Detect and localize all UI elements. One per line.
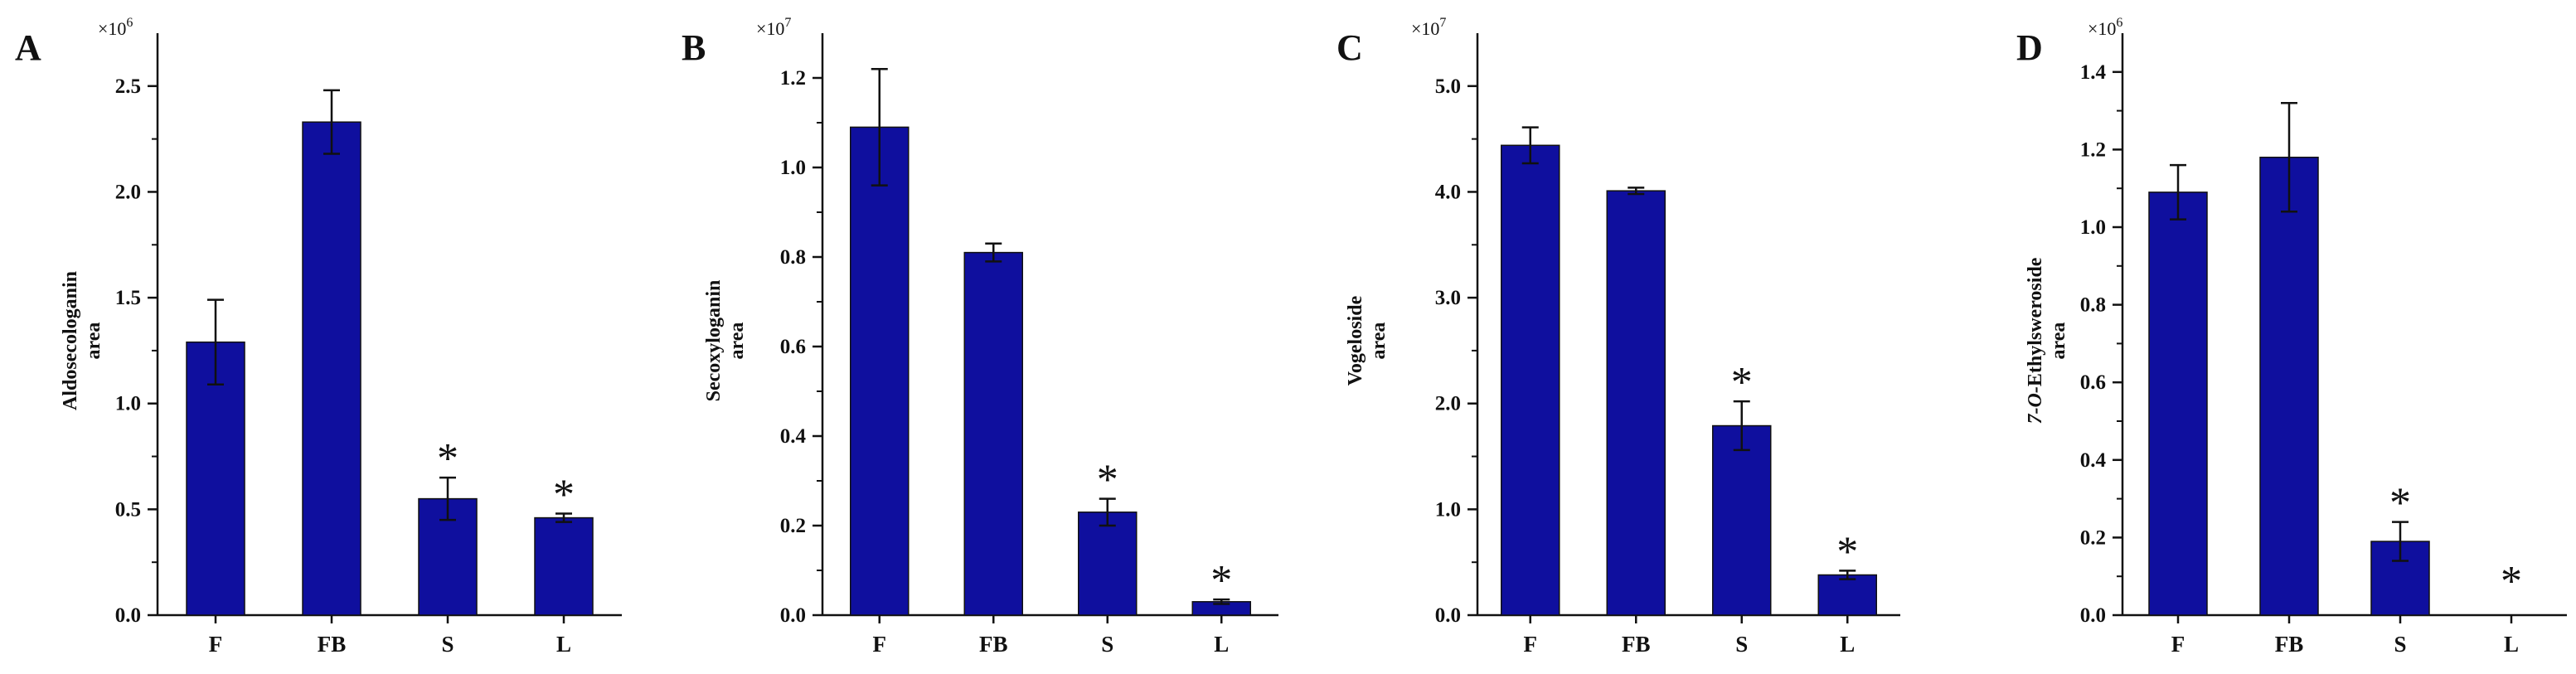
panel-b: B ×107 Secoxyloganin area 0.0 0.2 0.4 0.6 0.8 1.0…: [682, 16, 1278, 657]
bar-f: [186, 341, 245, 616]
y-tick-label: 0.0: [2080, 604, 2106, 627]
x-tick-label: F: [1524, 632, 1538, 657]
x-tick-label: S: [1735, 632, 1748, 657]
y-tick-label: 1.5: [115, 287, 141, 309]
x-tick-label: S: [2394, 632, 2406, 657]
bar-f: [850, 126, 910, 616]
y-tick-label: 0.8: [2080, 294, 2106, 317]
axis-multiplier-exponent: 7: [1439, 16, 1446, 30]
axis-multiplier: ×106: [2088, 16, 2122, 39]
y-tick-label: 1.0: [2080, 216, 2106, 239]
x-tick-label: F: [873, 632, 887, 657]
bar-f: [2148, 192, 2208, 616]
y-tick-label: 0.8: [780, 246, 806, 269]
y-tick-label: 1.0: [115, 393, 141, 415]
y-tick-label: 0.4: [2080, 449, 2107, 472]
bar-fb: [302, 121, 361, 616]
bar-f: [1501, 144, 1560, 616]
y-tick-label: 2.0: [115, 181, 141, 203]
x-tick-label: S: [1101, 632, 1113, 657]
y-tick-label: 0.2: [2080, 526, 2106, 549]
x-tick-label: FB: [2275, 632, 2304, 657]
y-axis-unit: area: [83, 322, 104, 360]
x-tick-label: F: [2171, 632, 2185, 657]
y-tick-label: 4.0: [1435, 181, 1461, 203]
panel-letter: C: [1337, 27, 1363, 68]
bar-l: [534, 516, 594, 616]
axis-multiplier-exponent: 7: [784, 16, 791, 30]
y-tick-label: 1.2: [2080, 138, 2106, 161]
panel-letter: A: [15, 27, 41, 68]
y-axis-title: 7-O-Ethylsweroside: [2025, 257, 2046, 424]
x-tick-label: L: [1840, 632, 1855, 657]
axis-multiplier: ×107: [1411, 16, 1446, 39]
bar-l: [1817, 574, 1877, 616]
x-tick-label: L: [1214, 632, 1229, 657]
significance-star: *: [1731, 359, 1753, 406]
significance-star: *: [2389, 480, 2411, 527]
y-tick-label: 0.5: [115, 498, 141, 521]
y-tick-label: 2.0: [1435, 393, 1461, 415]
x-tick-label: S: [441, 632, 454, 657]
x-tick-label: FB: [1622, 632, 1651, 657]
significance-star: *: [1097, 457, 1118, 504]
bar-fb: [963, 251, 1023, 616]
bar-fb: [1606, 190, 1666, 616]
panel-letter: B: [682, 27, 706, 68]
y-tick-label: 0.0: [115, 604, 141, 627]
x-tick-label: FB: [318, 632, 347, 657]
panel-c: C ×107 Vogeloside area 0.0 1.0 2.0 3.0 4.0 5.0 F FB…: [1337, 16, 1900, 657]
y-axis-unit: area: [2048, 322, 2069, 360]
y-tick-label: 0.6: [780, 336, 806, 358]
y-tick-label: 1.0: [780, 157, 806, 179]
x-tick-label: F: [209, 632, 223, 657]
significance-star: *: [437, 435, 458, 482]
y-axis-title: Secoxyloganin: [703, 280, 725, 402]
bar-s: [1712, 424, 1772, 616]
y-tick-label: 1.0: [1435, 498, 1461, 521]
y-tick-label: 1.4: [2080, 61, 2107, 84]
y-tick-label: 0.0: [1435, 604, 1461, 627]
axis-multiplier: ×107: [756, 16, 791, 39]
bar-s: [1078, 512, 1138, 616]
x-tick-label: FB: [979, 632, 1008, 657]
y-tick-label: 0.0: [780, 604, 806, 627]
panel-a: A ×106 Aldosecologanin area 0.0 0.5 1.0 1.5 2.0 2…: [15, 16, 622, 657]
y-tick-label: 0.6: [2080, 371, 2106, 394]
x-tick-label: L: [2504, 632, 2519, 657]
bar-fb: [2259, 157, 2319, 616]
y-tick-label: 3.0: [1435, 287, 1461, 309]
significance-star: *: [2501, 558, 2522, 605]
y-axis-unit: area: [1368, 322, 1390, 360]
y-axis-title-prefix: 7-O-: [2025, 386, 2046, 424]
significance-star: *: [1836, 528, 1858, 575]
y-axis-unit: area: [726, 322, 748, 360]
y-axis-title: Aldosecologanin: [60, 271, 81, 410]
y-tick-label: 0.4: [780, 425, 807, 448]
y-tick-label: 2.5: [115, 75, 141, 98]
axis-multiplier-exponent: 6: [2116, 16, 2122, 30]
x-tick-label: L: [556, 632, 571, 657]
y-axis-title-rest: Ethylsweroside: [2025, 257, 2046, 386]
axis-multiplier-exponent: 6: [126, 16, 133, 30]
axis-multiplier: ×106: [98, 16, 133, 39]
significance-star: *: [553, 471, 575, 518]
panel-d: D ×106 7-O-Ethylsweroside area 0.0 0.2 0.4 0.6 0…: [2016, 16, 2567, 657]
y-tick-label: 1.2: [780, 67, 806, 90]
significance-star: *: [1210, 557, 1232, 604]
y-tick-label: 0.2: [780, 515, 806, 537]
y-axis-title: Vogeloside: [1345, 295, 1366, 385]
panel-letter: D: [2016, 27, 2043, 68]
y-tick-label: 5.0: [1435, 75, 1461, 98]
